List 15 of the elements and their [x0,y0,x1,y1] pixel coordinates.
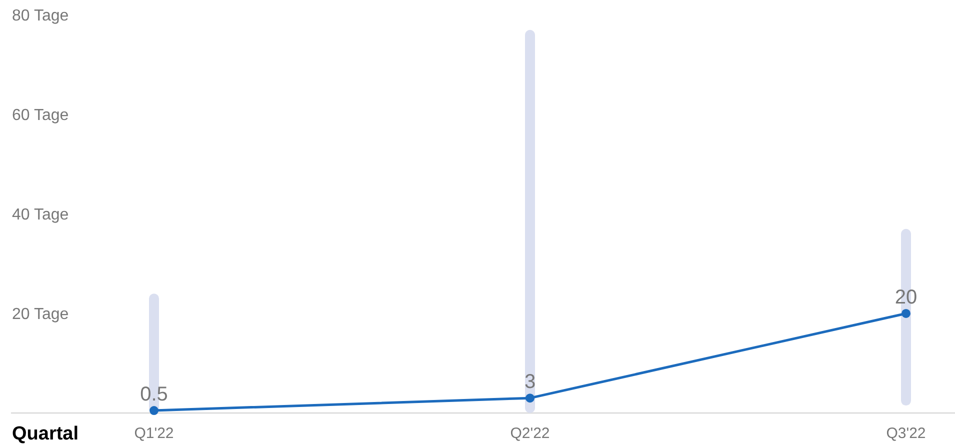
y-tick-label: 20 Tage [12,306,69,324]
y-tick-label: 40 Tage [12,206,69,224]
x-tick-label: Q1'22 [134,425,174,442]
y-tick-label: 60 Tage [12,106,69,124]
x-tick-label: Q3'22 [886,425,926,442]
x-axis-title: Quartal [12,424,79,445]
x-tick-label: Q2'22 [510,425,550,442]
point [150,406,158,416]
data-label: 0.5 [140,384,168,406]
data-label: 20 [894,286,918,308]
point [526,394,534,403]
bar [525,30,535,413]
data-label: 3 [524,371,536,394]
y-tick-label: 80 Tage [12,7,69,24]
point [902,308,910,318]
